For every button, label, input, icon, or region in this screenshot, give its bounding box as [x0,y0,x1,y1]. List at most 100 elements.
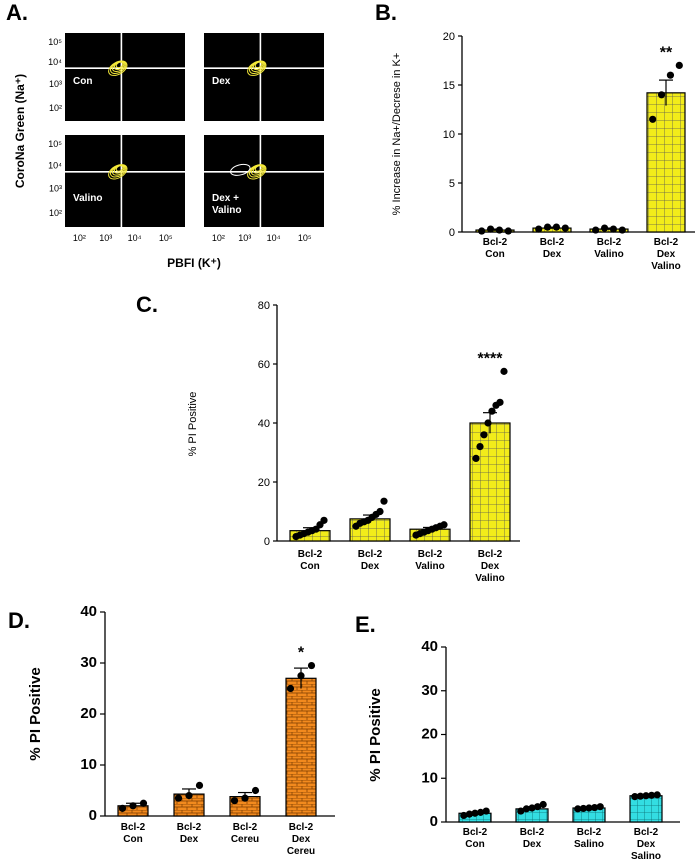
flow-y-tick: 10⁴ [48,160,62,170]
flow-plot-area [204,135,324,227]
data-point [476,443,484,451]
data-point [477,808,485,816]
y-tick-label: 0 [264,536,270,548]
y-tick-label: 60 [258,359,270,371]
data-point [609,225,618,233]
y-tick-label: 30 [421,682,438,699]
panel-d: D. 0 10 20 30 40 % PI Positive Bcl-2 Con Bcl-2 Dex… [8,603,335,857]
flow-y-axis-label: CoroNa Green (Na⁺) [13,74,27,188]
data-point [286,684,295,693]
data-point [596,803,604,811]
y-tick-label: 5 [449,178,455,190]
y-tick-label: 20 [258,477,270,489]
flow-panel-label: Dex [212,76,231,87]
bar-4 [646,92,686,233]
data-point [522,805,531,813]
data-point [488,407,496,415]
y-tick-label: 20 [421,726,438,743]
data-point [500,367,508,375]
bar-4 [285,677,317,817]
contour-ring [115,61,124,69]
y-tick-label: 0 [89,807,97,824]
data-point [380,497,388,505]
data-point [465,810,473,818]
data-point [657,91,666,99]
data-point [440,521,448,529]
data-point [484,419,492,427]
data-point [534,803,542,811]
flow-panel-label: Dex + Valino [212,193,241,216]
panel-label-c: C. [136,292,158,317]
data-point [666,71,675,79]
flow-y-tick: 10² [49,103,62,113]
category-label: Bcl-2 Cereu [231,822,259,845]
y-tick-label: 20 [443,31,455,43]
data-point [460,811,468,820]
flow-y-tick: 10⁴ [48,57,62,67]
flow-panel-4: Dex + Valino 10² 10³ 10⁴ 10⁵ [204,135,324,243]
data-point [675,61,683,69]
y-tick-label: 40 [258,418,270,430]
y-axis-label: % PI Positive [367,688,384,781]
data-point [307,661,316,670]
data-point [579,804,588,813]
category-label: Bcl-2 Con [298,549,323,572]
flow-panel-label: Con [73,76,92,87]
y-tick-label: 20 [80,705,97,722]
y-axis-label: % Increase in Na+/Decrese in K+ [391,53,403,216]
y-tick-label: 0 [430,813,438,830]
contour-ring [254,165,263,172]
significance-mark: * [298,645,305,662]
category-label: Bcl-2 Dex Valino [651,237,680,272]
data-point [482,807,490,815]
y-tick-label: 40 [80,603,97,620]
y-tick-label: 10 [80,756,97,773]
data-point [561,224,569,232]
data-point [496,398,504,406]
data-point [504,227,512,235]
category-label: Bcl-2 Dex [540,237,565,260]
panel-label-a: A. [6,0,28,25]
data-point [486,225,495,233]
data-point [195,781,204,790]
data-point [185,792,193,800]
y-tick-label: 40 [421,638,438,655]
flow-y-tick: 10² [49,208,62,218]
category-label: Bcl-2 Valino [415,549,444,572]
data-point [297,672,305,680]
data-point [618,226,626,234]
data-point [642,792,650,800]
category-label: Bcl-2 Dex [520,827,545,850]
y-axis-label: % PI Positive [27,667,44,760]
contour-ring-white [230,163,251,176]
data-point [230,797,239,805]
y-tick-label: 0 [449,227,455,239]
data-point [539,800,547,809]
data-point [648,791,656,799]
category-label: Bcl-2 Con [463,827,488,850]
data-point [118,804,127,812]
flow-x-tick: 10² [212,233,225,243]
contour-ring [115,165,124,172]
data-point [517,807,525,815]
category-label: Bcl-2 Dex Salino [631,827,661,862]
y-tick-label: 30 [80,654,97,671]
flow-panel-2: Dex [204,33,324,121]
data-point [495,226,504,234]
data-point [528,804,536,812]
y-tick-label: 10 [443,129,455,141]
bar-4 [469,422,511,542]
y-tick-label: 80 [258,300,270,312]
data-point [649,115,657,123]
flow-y-tick: 10⁵ [48,139,62,149]
category-label: Bcl-2 Con [121,822,146,845]
panel-b: B. 0 5 10 15 20 % Increase in Na+/Decrese in K… [375,0,695,272]
flow-y-tick: 10³ [49,79,62,89]
data-point [600,224,609,232]
panel-label-b: B. [375,0,397,25]
category-label: Bcl-2 Salino [574,827,604,850]
flow-x-tick: 10³ [99,233,112,243]
data-point [174,794,183,802]
flow-panel-3: Valino 10⁵ 10⁴ 10³ 10² 10² 10³ 10⁴ 10⁵ [48,135,185,243]
